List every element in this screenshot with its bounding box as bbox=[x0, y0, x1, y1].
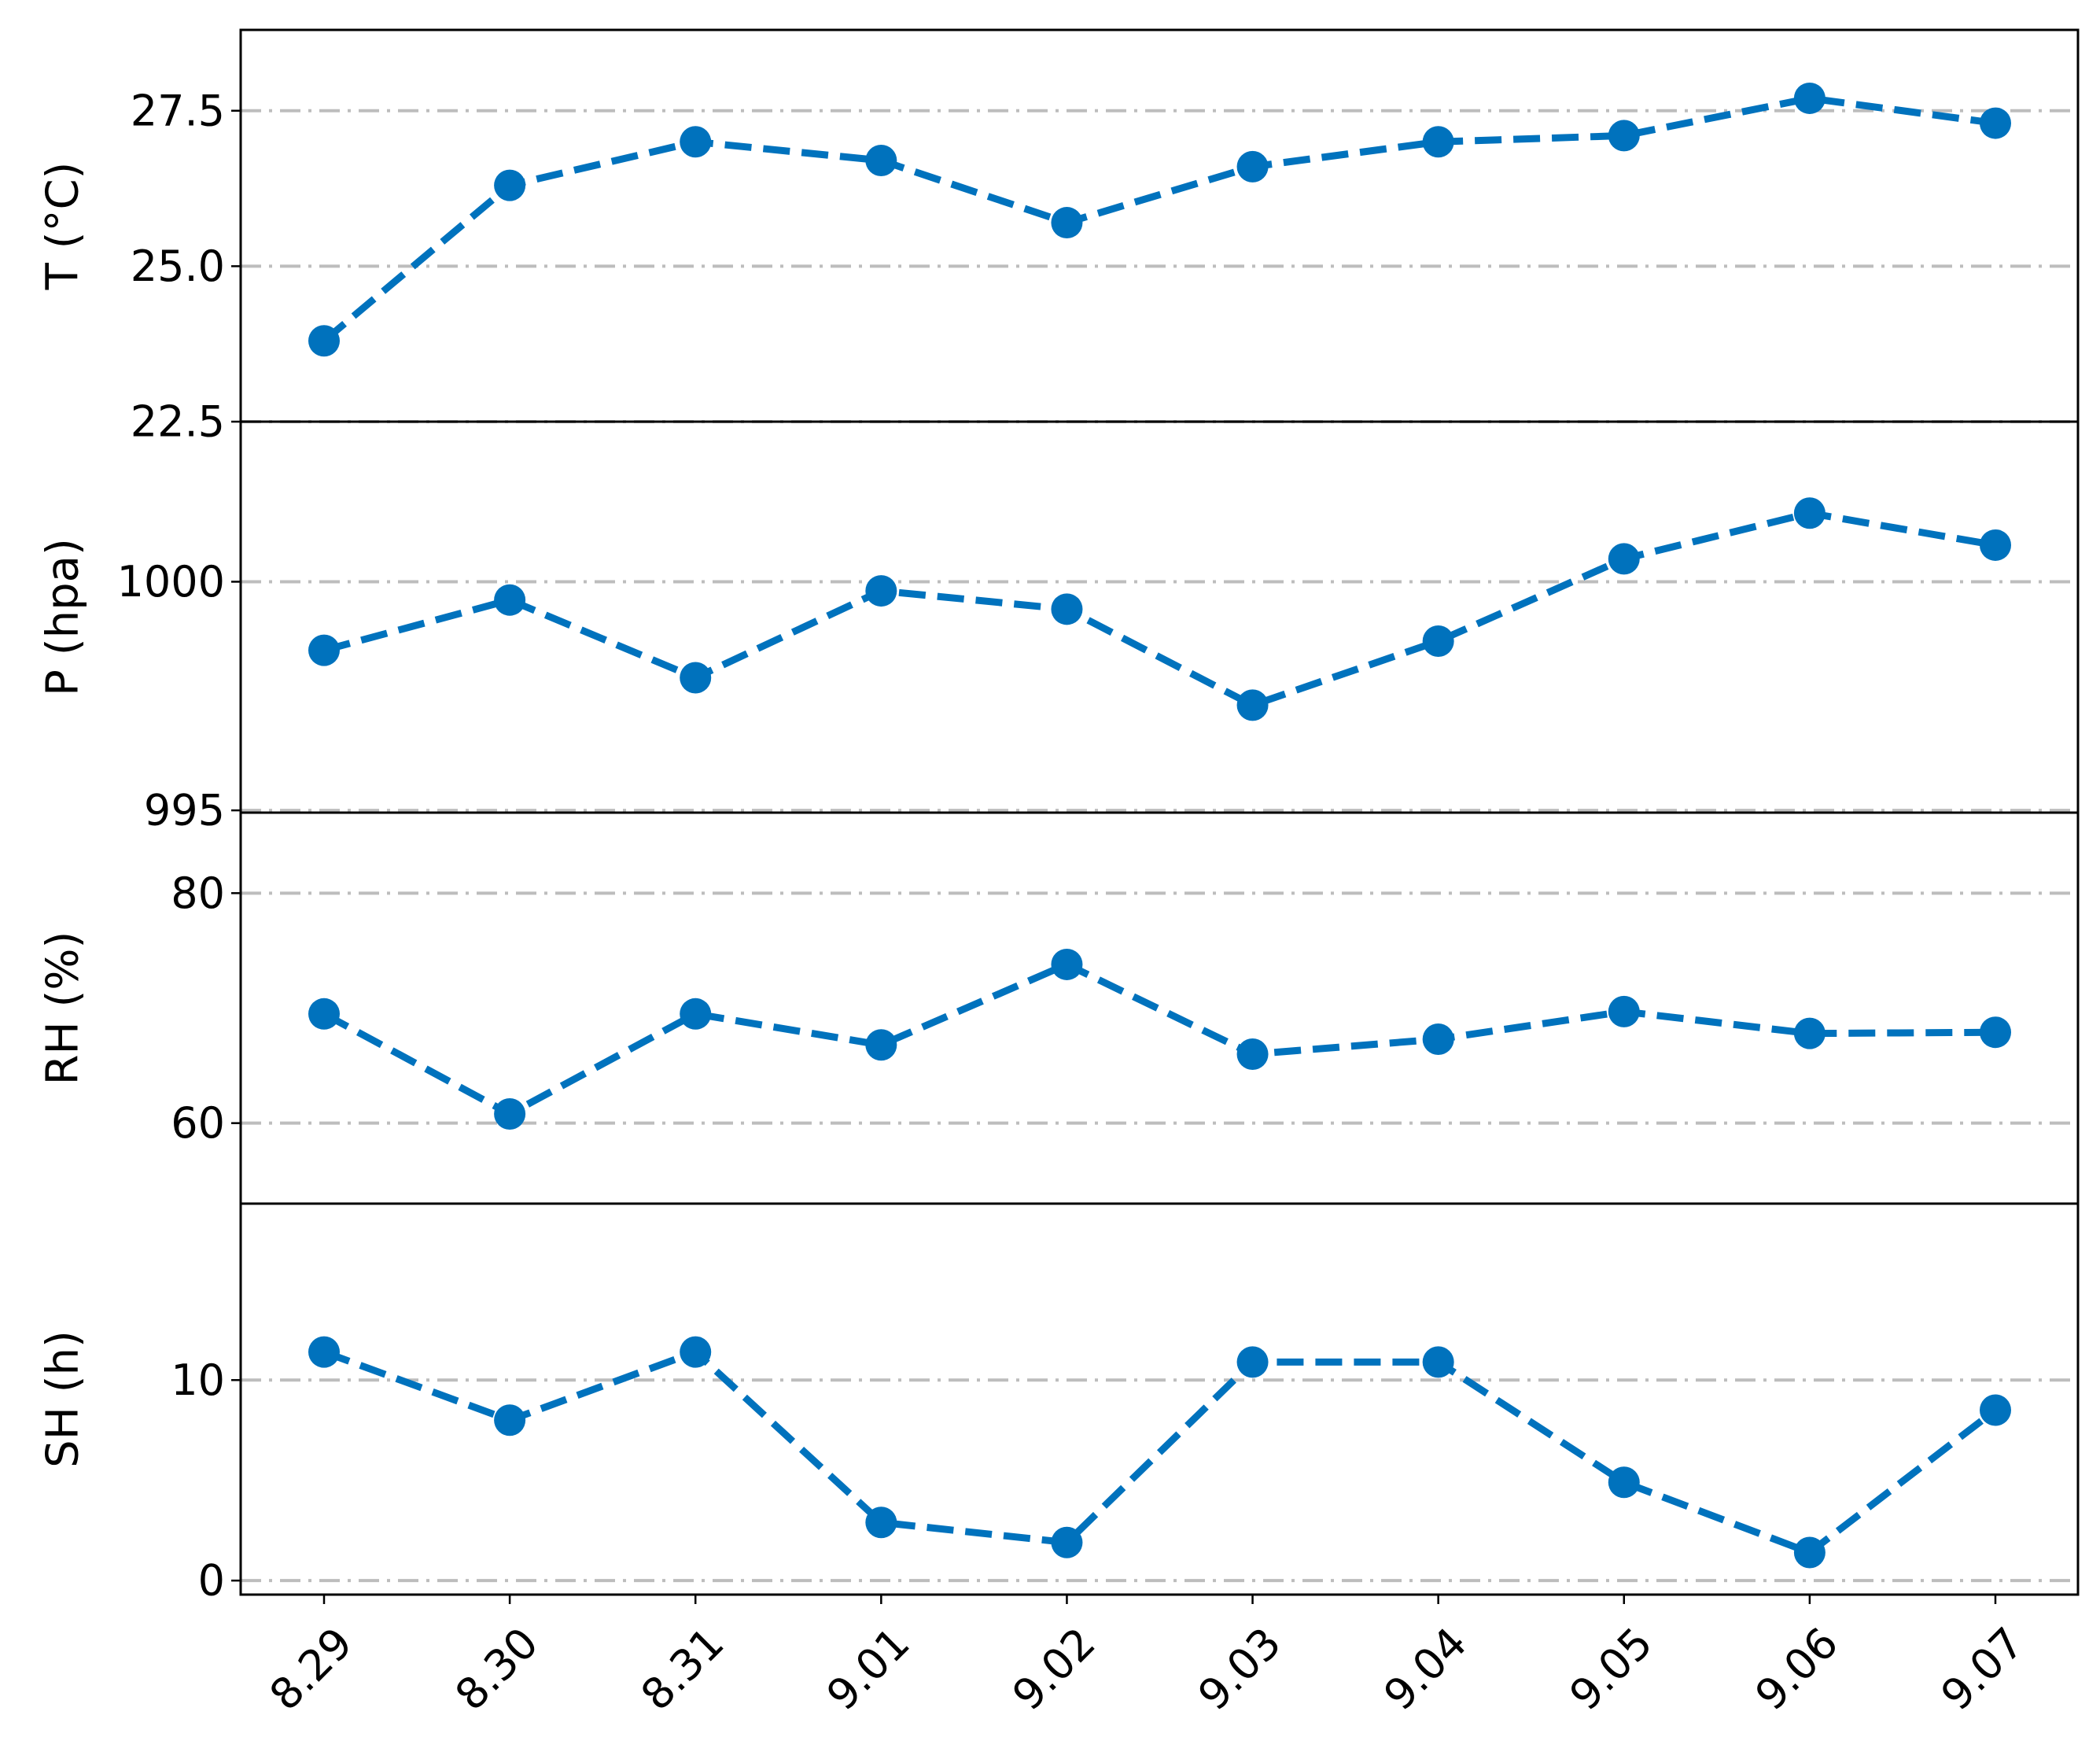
x-tick-label: 8.30 bbox=[446, 1618, 548, 1720]
subplot-temperature: 22.5 25.0 27.5 T (°C) bbox=[38, 28, 2080, 447]
x-tick-label: 9.07 bbox=[1932, 1618, 2034, 1720]
series-line bbox=[322, 961, 1996, 1118]
x-tick-label: 9.03 bbox=[1188, 1618, 1291, 1720]
y-axis-label: SH (h) bbox=[38, 1330, 89, 1468]
data-point bbox=[1422, 1346, 1454, 1378]
data-point bbox=[494, 1404, 526, 1436]
y-axis-label: T (°C) bbox=[38, 162, 89, 291]
x-tick-label: 9.01 bbox=[817, 1618, 919, 1720]
data-point bbox=[308, 634, 340, 666]
data-point bbox=[1608, 1466, 1640, 1499]
data-point bbox=[1793, 1536, 1826, 1569]
y-tick-label: 10 bbox=[171, 1355, 225, 1405]
x-tick-label: 8.31 bbox=[632, 1618, 734, 1720]
data-point bbox=[1422, 126, 1454, 158]
data-point bbox=[865, 1507, 897, 1539]
data-point bbox=[865, 1029, 897, 1061]
data-point bbox=[494, 584, 526, 616]
data-point bbox=[1422, 1023, 1454, 1055]
y-axis-label: RH (%) bbox=[38, 931, 89, 1086]
data-point bbox=[1608, 995, 1640, 1027]
x-tick-label: 9.05 bbox=[1560, 1618, 1662, 1720]
data-point bbox=[865, 575, 897, 607]
series-line bbox=[322, 509, 1996, 709]
data-point bbox=[1793, 1017, 1826, 1049]
data-point bbox=[1980, 1016, 2011, 1049]
y-tick-label: 995 bbox=[144, 786, 225, 835]
subplot-humidity: 60 80 RH (%) bbox=[38, 811, 2080, 1205]
data-point bbox=[1422, 625, 1454, 658]
data-point bbox=[308, 325, 340, 357]
x-tick-label: 9.04 bbox=[1374, 1618, 1476, 1720]
x-tick-label: 9.02 bbox=[1003, 1618, 1105, 1720]
subplot-sunshine: 0 10 SH (h) bbox=[38, 1202, 2080, 1606]
subplot-panels: 22.5 25.0 27.5 T (°C) 995 1000 P (hpa) 60 80 RH (… bbox=[38, 28, 2080, 1606]
data-point bbox=[1980, 1394, 2011, 1426]
data-point bbox=[308, 1336, 340, 1368]
data-point bbox=[494, 169, 526, 201]
series-line bbox=[322, 94, 1996, 344]
data-point bbox=[1236, 150, 1269, 183]
data-point bbox=[1236, 1038, 1269, 1070]
data-point bbox=[1051, 948, 1083, 980]
subplot-pressure: 995 1000 P (hpa) bbox=[38, 420, 2080, 835]
y-tick-label: 80 bbox=[171, 868, 225, 918]
series-line bbox=[322, 1348, 1998, 1556]
data-point bbox=[1051, 207, 1083, 239]
x-tick-label: 9.06 bbox=[1746, 1618, 1848, 1720]
y-tick-label: 1000 bbox=[117, 557, 225, 607]
data-point bbox=[680, 1336, 712, 1368]
data-point bbox=[865, 145, 897, 176]
data-point bbox=[1793, 82, 1826, 114]
data-point bbox=[1980, 529, 2011, 561]
x-axis: 8.29 8.30 8.31 9.01 9.02 9.03 9.04 9.05 9.06 9.07 bbox=[260, 1595, 2034, 1720]
data-point bbox=[1051, 593, 1083, 625]
subplot-frame bbox=[239, 1202, 2080, 1596]
data-point bbox=[680, 662, 712, 694]
y-tick-label: 60 bbox=[171, 1098, 225, 1148]
x-tick-label: 8.29 bbox=[260, 1618, 363, 1720]
y-tick-label: 22.5 bbox=[131, 397, 225, 447]
y-axis-label: P (hpa) bbox=[38, 538, 89, 696]
y-tick-label: 0 bbox=[198, 1556, 225, 1606]
data-point bbox=[1051, 1526, 1083, 1558]
data-point bbox=[494, 1097, 526, 1130]
y-tick-label: 27.5 bbox=[131, 86, 225, 135]
data-point bbox=[1236, 1346, 1269, 1378]
data-point bbox=[308, 998, 340, 1030]
data-point bbox=[1793, 497, 1826, 529]
data-point bbox=[1608, 120, 1640, 152]
y-tick-label: 25.0 bbox=[131, 242, 225, 291]
data-point bbox=[680, 998, 712, 1030]
data-point bbox=[1236, 689, 1269, 721]
data-point bbox=[1608, 543, 1640, 575]
subplot-frame bbox=[239, 420, 2080, 814]
subplot-frame bbox=[239, 811, 2080, 1205]
data-point bbox=[1980, 107, 2011, 139]
data-point bbox=[680, 126, 712, 158]
